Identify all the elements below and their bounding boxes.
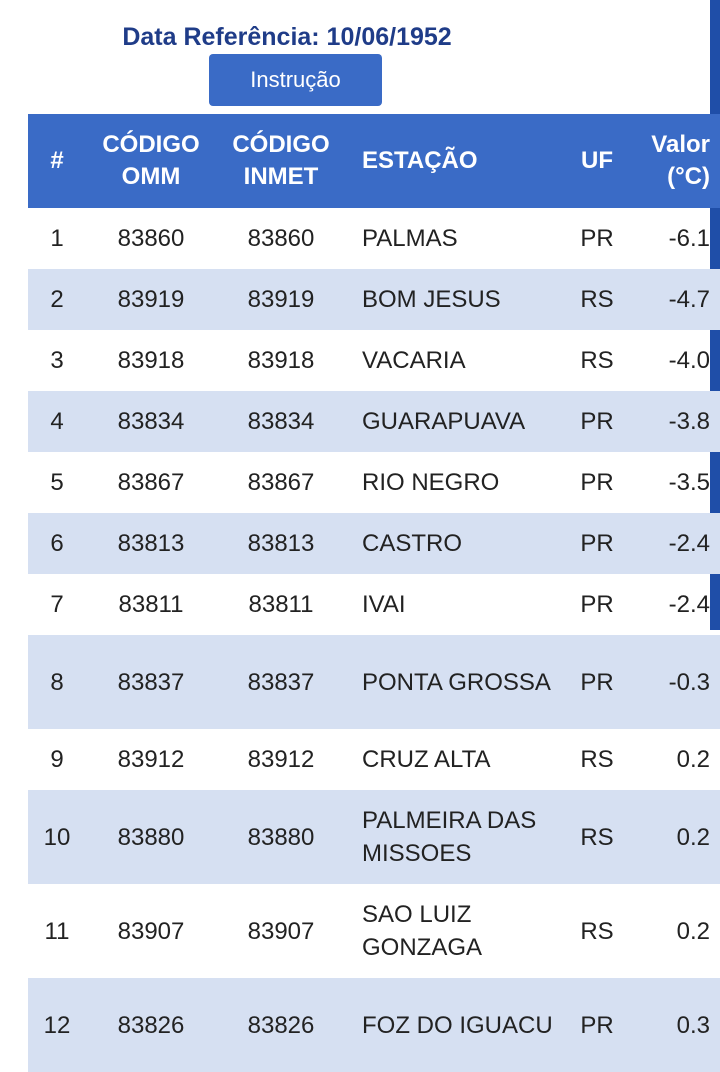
cell-inmet: 83867 [247,469,315,496]
table-row: 7 83811 83811 IVAI PR -2.4 [28,574,720,635]
instruction-button[interactable]: Instrução [209,54,382,106]
cell-uf: PR [568,391,626,452]
cell-uf: RS [580,917,614,945]
table-row: 9 83912 83912 CRUZ ALTA RS 0.2 [28,729,720,790]
cell-inmet: 83912 [247,746,315,773]
cell-inmet: 83826 [216,978,346,1072]
table-row: 4 83834 83834 GUARAPUAVA PR -3.8 [28,391,720,452]
stations-table: # CÓDIGO OMM CÓDIGO INMET ESTAÇÃO UF Val… [28,114,720,1072]
reference-date: Data Referência: 10/06/1952 [122,23,452,51]
cell-station: PALMEIRA DAS MISSOES [346,790,568,884]
cell-inmet: 83834 [216,391,346,452]
cell-inmet: 83811 [248,591,314,618]
cell-inmet: 83919 [216,269,346,330]
cell-value: -3.8 [626,391,720,452]
cell-num: 1 [50,225,64,252]
cell-uf: PR [580,591,614,618]
cell-value: -4.7 [626,269,720,330]
cell-uf: PR [580,225,614,252]
table-row: 6 83813 83813 CASTRO PR -2.4 [28,513,720,574]
cell-station: GUARAPUAVA [346,391,568,452]
table-header-row: # CÓDIGO OMM CÓDIGO INMET ESTAÇÃO UF Val… [28,114,720,208]
cell-omm: 83813 [86,513,216,574]
cell-value: -4.0 [668,347,710,374]
cell-uf: RS [568,269,626,330]
cell-omm: 83811 [118,591,184,618]
table-row: 8 83837 83837 PONTA GROSSA PR -0.3 [28,635,720,729]
cell-inmet: 83837 [216,635,346,729]
cell-num: 9 [50,746,64,773]
cell-station: IVAI [362,591,406,618]
table-row: 11 83907 83907 SAO LUIZ GONZAGA RS 0.2 [28,884,720,978]
cell-inmet: 83907 [247,917,315,945]
cell-inmet: 83860 [247,225,315,252]
col-header-num[interactable]: # [28,114,86,208]
cell-station: PALMAS [362,225,458,252]
cell-uf: RS [568,790,626,884]
cell-value: 0.2 [626,790,720,884]
cell-station: PONTA GROSSA [346,635,568,729]
table-row: 12 83826 83826 FOZ DO IGUACU PR 0.3 [28,978,720,1072]
cell-station: BOM JESUS [346,269,568,330]
cell-inmet: 83918 [247,347,315,374]
cell-value: -2.4 [668,591,710,618]
cell-value: -3.5 [668,469,710,496]
cell-uf: PR [568,635,626,729]
cell-station: SAO LUIZ GONZAGA [362,901,483,961]
table-row: 1 83860 83860 PALMAS PR -6.1 [28,208,720,269]
cell-uf: PR [568,978,626,1072]
cell-station: RIO NEGRO [362,469,500,496]
cell-num: 12 [28,978,86,1072]
cell-num: 11 [44,917,70,945]
cell-num: 8 [28,635,86,729]
cell-inmet: 83813 [216,513,346,574]
cell-value: 0.3 [626,978,720,1072]
cell-omm: 83880 [86,790,216,884]
cell-omm: 83907 [117,917,185,945]
cell-uf: RS [580,347,614,374]
table-row: 3 83918 83918 VACARIA RS -4.0 [28,330,720,391]
cell-inmet: 83880 [216,790,346,884]
cell-omm: 83837 [86,635,216,729]
cell-omm: 83867 [117,469,185,496]
table-row: 10 83880 83880 PALMEIRA DAS MISSOES RS 0… [28,790,720,884]
cell-num: 10 [28,790,86,884]
col-header-omm[interactable]: CÓDIGO OMM [86,114,216,208]
table-row: 5 83867 83867 RIO NEGRO PR -3.5 [28,452,720,513]
cell-omm: 83860 [117,225,185,252]
cell-num: 4 [28,391,86,452]
cell-num: 5 [50,469,64,496]
cell-omm: 83834 [86,391,216,452]
cell-omm: 83919 [86,269,216,330]
col-header-inmet[interactable]: CÓDIGO INMET [216,114,346,208]
cell-uf: RS [580,746,614,773]
cell-num: 7 [50,591,64,618]
cell-value: 0.2 [676,746,710,773]
cell-omm: 83826 [86,978,216,1072]
col-header-uf[interactable]: UF [568,114,626,208]
cell-num: 6 [28,513,86,574]
cell-station: VACARIA [362,347,466,374]
cell-num: 2 [28,269,86,330]
cell-value: -6.1 [668,225,710,252]
col-header-station[interactable]: ESTAÇÃO [346,114,568,208]
cell-omm: 83918 [117,347,185,374]
col-header-value[interactable]: Valor (°C) [626,114,720,208]
cell-station: CASTRO [346,513,568,574]
cell-value: -2.4 [626,513,720,574]
cell-station: CRUZ ALTA [362,746,491,773]
cell-value: -0.3 [626,635,720,729]
cell-uf: PR [568,513,626,574]
cell-station: FOZ DO IGUACU [346,978,568,1072]
cell-uf: PR [580,469,614,496]
cell-num: 3 [50,347,64,374]
cell-omm: 83912 [117,746,185,773]
table-row: 2 83919 83919 BOM JESUS RS -4.7 [28,269,720,330]
cell-value: 0.2 [676,917,710,945]
